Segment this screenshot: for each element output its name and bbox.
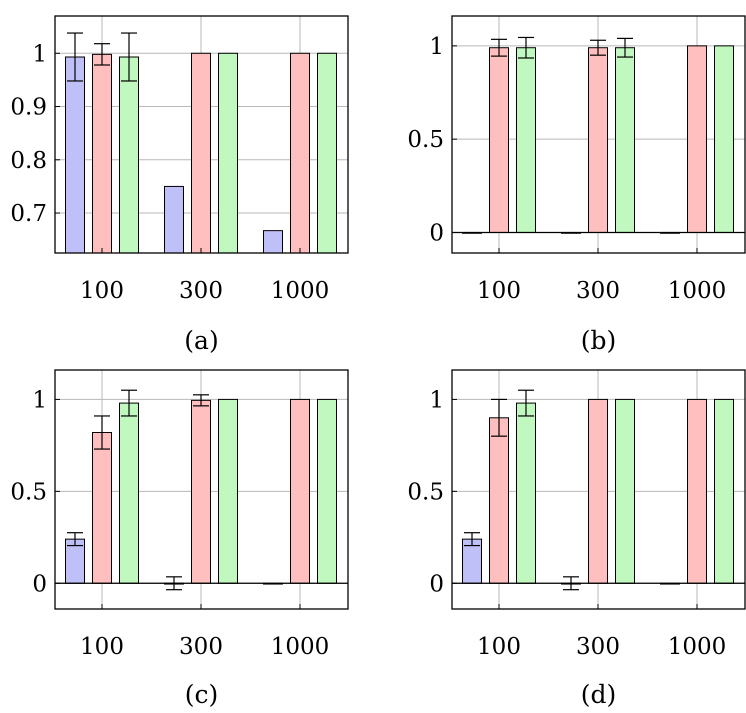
y-tick-label: 0 <box>429 220 444 246</box>
error-bar <box>193 394 209 407</box>
x-tick-label-300: 300 <box>576 634 620 660</box>
bar-series2-300 <box>191 399 211 584</box>
error-bar <box>94 43 110 66</box>
bar-series2-1000 <box>290 398 310 584</box>
bar-series2-100 <box>489 47 509 233</box>
bar-series2-300 <box>191 52 211 254</box>
y-tick-label: 1 <box>32 387 47 413</box>
bar-series2-100 <box>489 417 509 584</box>
bar-series3-100 <box>119 402 139 584</box>
chart-panel-3: 0 0.5 1 100 300 1000 (c) <box>10 369 349 709</box>
bar-series3-1000 <box>317 52 337 254</box>
bar-series2-300 <box>588 47 608 233</box>
chart-panel-1: 0.7 0.8 0.9 1 100 300 1000 (a) <box>10 15 349 355</box>
x-tick-label-100: 100 <box>477 634 521 660</box>
x-tick-label-100: 100 <box>477 278 521 304</box>
bar-series3-1000 <box>714 398 734 584</box>
chart-panel-2: 0 0.5 1 100 300 1000 (b) <box>407 15 746 355</box>
plot-frame <box>54 15 349 254</box>
plot-frame <box>54 369 349 610</box>
y-tick-label: 1 <box>429 387 444 413</box>
bar-series2-1000 <box>290 52 310 254</box>
bar-series1-300 <box>164 185 184 254</box>
error-bar <box>491 38 507 57</box>
y-tick-label: 0 <box>429 571 444 597</box>
bar-series1-100 <box>65 56 85 254</box>
bar-series3-300 <box>218 398 238 584</box>
x-tick-label-1000: 1000 <box>668 278 727 304</box>
x-tick-label-300: 300 <box>179 278 223 304</box>
bar-series3-300 <box>615 398 635 584</box>
bar-series2-300 <box>588 398 608 584</box>
x-tick-label-100: 100 <box>80 634 124 660</box>
panel-caption: (b) <box>581 326 617 355</box>
bar-series1-1000 <box>263 230 283 254</box>
y-tick-label: 0.8 <box>10 148 47 174</box>
bar-series3-1000 <box>714 45 734 233</box>
bar-series3-300 <box>615 47 635 233</box>
y-tick-label: 0.7 <box>10 201 47 227</box>
error-bar <box>491 398 507 437</box>
y-tick-label: 1 <box>429 34 444 60</box>
error-bar <box>464 532 480 547</box>
y-tick-label: 1 <box>32 41 47 67</box>
y-tick-label: 0.5 <box>407 127 444 153</box>
plot-frame <box>451 369 746 610</box>
plot-frame <box>451 15 746 254</box>
y-tick-label: 0.5 <box>10 479 47 505</box>
bar-series3-100 <box>516 402 536 584</box>
error-bar <box>67 532 83 547</box>
bar-series3-1000 <box>317 398 337 584</box>
bar-series2-1000 <box>687 45 707 233</box>
x-tick-label-1000: 1000 <box>271 278 330 304</box>
error-bar <box>617 37 633 58</box>
error-bar <box>121 32 137 82</box>
y-tick-label: 0.9 <box>10 95 47 121</box>
bar-series3-300 <box>218 52 238 254</box>
bar-series3-100 <box>119 56 139 254</box>
error-bar <box>94 415 110 450</box>
error-bar <box>67 32 83 82</box>
error-bar <box>590 39 606 56</box>
y-tick-label: 0 <box>32 571 47 597</box>
y-tick-label: 0.5 <box>407 479 444 505</box>
bar-series3-100 <box>516 47 536 233</box>
x-tick-label-100: 100 <box>80 278 124 304</box>
error-bar <box>518 36 534 59</box>
bar-series2-100 <box>92 432 112 584</box>
x-tick-label-300: 300 <box>179 634 223 660</box>
panel-caption: (d) <box>581 680 617 709</box>
panel-caption: (c) <box>185 680 219 709</box>
panel-caption: (a) <box>184 326 218 355</box>
error-bar <box>518 389 534 417</box>
x-tick-label-300: 300 <box>576 278 620 304</box>
chart-panel-4: 0 0.5 1 100 300 1000 (d) <box>407 369 746 709</box>
error-bar <box>121 389 137 417</box>
x-tick-label-1000: 1000 <box>668 634 727 660</box>
bar-series2-100 <box>92 53 112 254</box>
x-tick-label-1000: 1000 <box>271 634 330 660</box>
bar-series2-1000 <box>687 398 707 584</box>
